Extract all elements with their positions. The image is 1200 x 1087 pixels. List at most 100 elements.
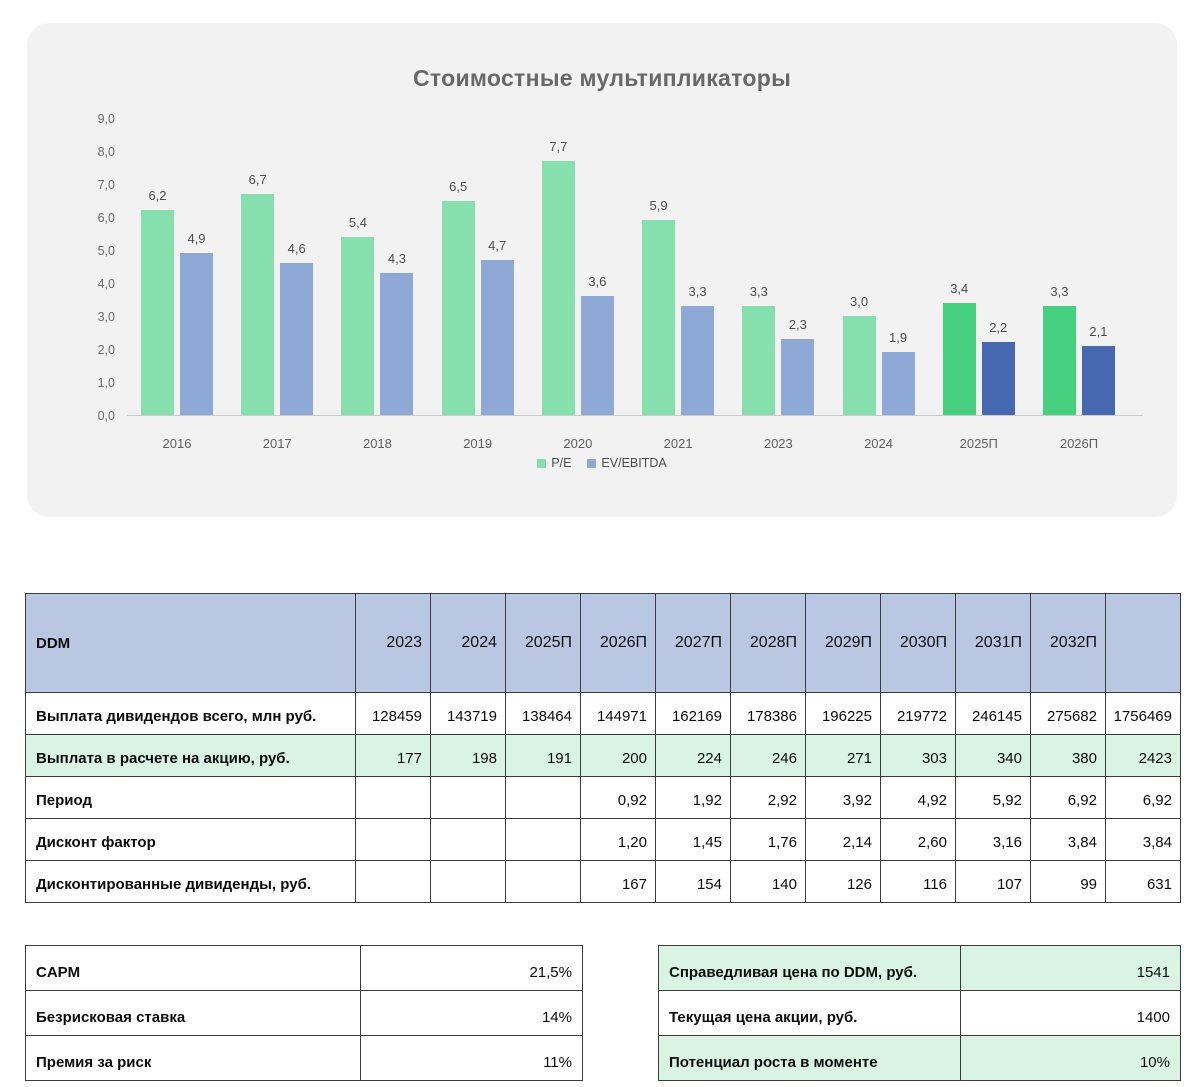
cell-value: 380	[1030, 734, 1106, 777]
y-axis-tick: 7,0	[97, 178, 115, 192]
cell-value: 126	[805, 860, 881, 903]
cell-value: 246145	[955, 692, 1031, 735]
y-axis-tick: 0,0	[97, 409, 115, 423]
ddm-table-row: Дисконт фактор 1,20 1,45 1,76 2,14 2,60 3,16 3,…	[25, 818, 1181, 861]
y-axis-tick: 6,0	[97, 211, 115, 225]
bar-column: 3,6	[580, 274, 614, 415]
ev-ebitda-bar-2023	[781, 339, 815, 415]
cell-value: 246	[730, 734, 806, 777]
bar-column: 3,0	[842, 294, 876, 415]
cell-value: 143719	[430, 692, 506, 735]
cell-value: 271	[805, 734, 881, 777]
row-value: 21,5%	[360, 945, 583, 991]
cell-value: 3,92	[805, 776, 881, 819]
bar-group-2017: 6,7 4,6 2017	[241, 171, 314, 451]
bar-column: 4,3	[380, 251, 414, 415]
bar-value-label: 3,3	[749, 284, 768, 300]
bar-column: 6,5	[441, 179, 475, 415]
bar-group-2019: 6,5 4,7 2019	[441, 179, 514, 451]
bar-column: 4,6	[280, 241, 314, 415]
bar-group-2026П: 3,3 2,1 2026П	[1042, 284, 1115, 451]
ddm-header-year: 2028П	[730, 593, 806, 693]
cell-value: 224	[655, 734, 731, 777]
row-label: Премия за риск	[25, 1035, 361, 1081]
capm-table-body: CAPM 21,5% Безрисковая ставка 14% Премия за …	[25, 945, 583, 1081]
x-axis-label: 2021	[663, 436, 693, 451]
valuation-table-body: Справедливая цена по DDM, руб. 1541 Текуща…	[658, 945, 1181, 1081]
bar-column: 4,9	[180, 231, 213, 415]
bar-column: 2,1	[1081, 324, 1115, 415]
table-row: Премия за риск 11%	[25, 1035, 583, 1081]
cell-value: 219772	[880, 692, 956, 735]
bar-value-label: 3,6	[588, 274, 607, 290]
cell-value: 1756469	[1105, 692, 1181, 735]
ddm-header-year: 2029П	[805, 593, 881, 693]
y-axis-tick: 4,0	[97, 277, 115, 291]
x-axis-label: 2024	[864, 436, 893, 451]
table-row: Текущая цена акции, руб. 1400	[658, 990, 1181, 1036]
valuation-table: Справедливая цена по DDM, руб. 1541 Текуща…	[658, 945, 1181, 1081]
cell-value: 116	[880, 860, 956, 903]
bar-value-label: 3,3	[688, 284, 707, 300]
bar-group-2021: 5,9 3,3 2021	[642, 198, 715, 451]
ddm-table-body: Выплата дивидендов всего, млн руб. 128459…	[25, 692, 1181, 903]
bar-column: 3,3	[742, 284, 776, 415]
cell-value: 2,60	[880, 818, 956, 861]
row-label: Безрисковая ставка	[25, 990, 361, 1036]
legend-swatch-icon	[537, 458, 547, 468]
cell-value	[355, 818, 431, 861]
cell-value: 191	[505, 734, 581, 777]
bar-column: 6,2	[141, 188, 174, 415]
cell-value	[355, 776, 431, 819]
row-label: Дисконт фактор	[25, 818, 356, 861]
y-axis: 9,0 8,0 7,0 6,0 5,0 4,0 3,0 2,0 1,0 0,0	[71, 112, 127, 423]
bar-group-2020: 7,7 3,6 2020	[541, 138, 614, 451]
pe-bar-2023	[742, 306, 776, 415]
ddm-header-row: DDM 2023 2024 2025П 2026П 2027П 2028П 2029П 2030…	[25, 593, 1181, 693]
chart-area: 9,0 8,0 7,0 6,0 5,0 4,0 3,0 2,0 1,0 0,0 6,2 4,9 201…	[71, 112, 1143, 451]
bar-column: 7,7	[541, 138, 575, 415]
row-label: Справедливая цена по DDM, руб.	[658, 945, 961, 991]
cell-value: 631	[1105, 860, 1181, 903]
bar-value-label: 7,7	[549, 138, 568, 154]
cell-value: 138464	[505, 692, 581, 735]
ddm-header-year: 2027П	[655, 593, 731, 693]
ddm-header-year: 2026П	[580, 593, 656, 693]
legend-label: EV/EBITDA	[601, 456, 667, 470]
table-row: Безрисковая ставка 14%	[25, 990, 583, 1036]
cell-value: 140	[730, 860, 806, 903]
ddm-header-year: 2030П	[880, 593, 956, 693]
chart-title: Стоимостные мультипликаторы	[412, 65, 792, 91]
row-label: Текущая цена акции, руб.	[658, 990, 961, 1036]
row-label: Выплата в расчете на акцию, руб.	[25, 734, 356, 777]
row-label: Потенциал роста в моменте	[658, 1035, 961, 1081]
chart-legend: P/E EV/EBITDA	[27, 456, 1177, 470]
bar-value-label: 6,7	[248, 171, 267, 187]
cell-value	[505, 818, 581, 861]
ddm-table-row: Выплата дивидендов всего, млн руб. 128459…	[25, 692, 1181, 735]
x-axis-label: 2025П	[959, 436, 998, 451]
cell-value: 1,92	[655, 776, 731, 819]
ev-ebitda-bar-2016	[180, 253, 213, 415]
bar-column: 6,7	[241, 171, 275, 415]
ddm-table-row: Выплата в расчете на акцию, руб. 177 198 19…	[25, 734, 1181, 777]
cell-value: 178386	[730, 692, 806, 735]
bar-value-label: 3,0	[849, 294, 869, 309]
bar-column: 1,9	[881, 330, 915, 415]
ev-ebitda-bar-2021	[681, 306, 715, 415]
bar-column: 3,3	[1042, 284, 1076, 415]
y-axis-tick: 5,0	[97, 244, 115, 258]
bar-value-label: 4,3	[387, 251, 406, 267]
ev-ebitda-bar-2019	[480, 259, 514, 415]
ev-ebitda-bar-2024	[881, 352, 915, 415]
bar-value-label: 3,4	[950, 280, 969, 296]
ev-ebitda-bar-2018	[380, 273, 414, 415]
pe-bar-2025П	[942, 302, 976, 415]
cell-value: 196225	[805, 692, 881, 735]
cell-value: 162169	[655, 692, 731, 735]
legend-swatch-icon	[587, 458, 597, 468]
ev-ebitda-bar-2025П	[981, 342, 1015, 415]
cell-value	[505, 776, 581, 819]
bar-value-label: 5,4	[348, 214, 367, 230]
ddm-header-year	[1105, 593, 1181, 693]
